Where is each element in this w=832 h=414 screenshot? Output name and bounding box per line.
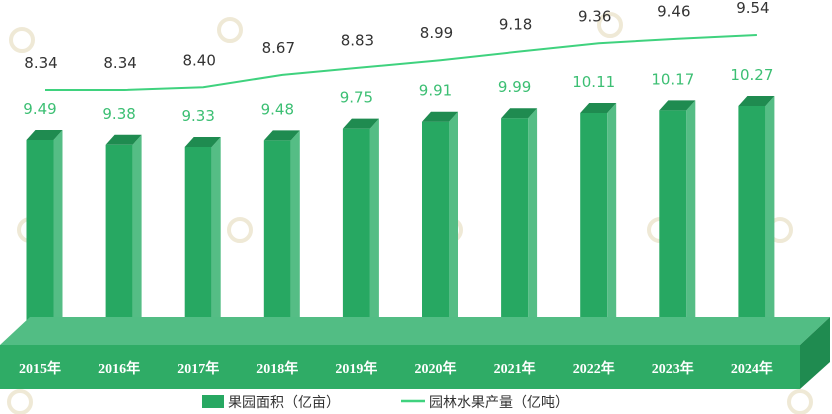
watermark-bee-icon [227, 217, 253, 243]
watermark-bee-icon [9, 27, 35, 53]
bar-top [105, 134, 142, 145]
bar-top [184, 136, 221, 147]
base-top [0, 317, 830, 345]
x-tick-label: 2023年 [652, 360, 694, 377]
watermark-bee-icon [217, 17, 243, 43]
bar-top [263, 130, 300, 141]
bar-side [528, 108, 538, 345]
bar [501, 108, 538, 345]
bar-front [580, 112, 608, 345]
base-front [0, 345, 800, 389]
watermark-bee-icon [787, 389, 813, 414]
bar-side [607, 102, 617, 345]
bar-front [659, 110, 687, 346]
watermark-bee-icon [7, 389, 33, 414]
legend-bar-label: 果园面积（亿亩） [228, 394, 340, 411]
bar [105, 134, 142, 345]
legend-bar-swatch [202, 395, 224, 408]
line-value-label: 8.34 [103, 54, 136, 72]
bar-side [211, 136, 221, 345]
bar-side [765, 95, 775, 345]
bar-value-label: 10.11 [572, 73, 615, 91]
x-tick-label: 2019年 [335, 360, 377, 377]
legend-line-label: 园林水果产量（亿吨） [429, 395, 569, 411]
bar-front [501, 118, 529, 345]
bar-value-label: 9.91 [419, 82, 452, 100]
watermark-bee-icon [597, 12, 623, 38]
line-value-label: 8.83 [341, 32, 374, 50]
line-value-label: 9.18 [499, 16, 532, 34]
bar-top [659, 100, 696, 111]
bar [738, 95, 775, 345]
bar-side [449, 111, 458, 345]
bar-value-label: 9.38 [102, 105, 135, 123]
bar [422, 111, 458, 345]
x-tick-label: 2020年 [415, 360, 457, 377]
bar-value-label: 9.99 [498, 78, 531, 96]
bar [342, 118, 379, 345]
line-series [45, 34, 757, 91]
bar-front [184, 146, 212, 345]
bar [26, 130, 63, 345]
x-tick-label: 2016年 [98, 360, 140, 377]
bar-side [290, 130, 300, 345]
bar-value-label: 9.75 [340, 89, 373, 107]
bar-top [580, 102, 617, 113]
bar [184, 136, 221, 345]
bar-side [53, 130, 63, 345]
bar-value-label: 10.17 [651, 70, 694, 88]
bar-front [105, 144, 133, 345]
bar-top [738, 95, 775, 106]
bar-side [369, 118, 379, 345]
line-value-label: 8.99 [420, 24, 453, 42]
bar-value-label: 9.33 [181, 107, 214, 125]
bar-top [422, 111, 458, 122]
bar [659, 100, 696, 346]
bar-top [342, 118, 379, 129]
line-value-label: 9.36 [578, 7, 611, 25]
line-value-label: 9.54 [736, 0, 769, 17]
bar-side [132, 134, 142, 345]
line-value-label: 9.46 [657, 3, 690, 21]
line-value-label: 8.34 [24, 54, 57, 72]
bar-value-label: 9.48 [261, 100, 294, 118]
bar-side [686, 100, 696, 346]
bar-front [342, 128, 370, 345]
x-tick-label: 2018年 [256, 360, 298, 377]
x-tick-label: 2024年 [731, 360, 773, 377]
x-tick-label: 2015年 [19, 360, 61, 377]
bar-top [501, 108, 538, 119]
line-value-label: 8.40 [182, 51, 215, 69]
x-tick-label: 2022年 [573, 360, 615, 377]
bar-front [422, 121, 449, 345]
bar [263, 130, 300, 345]
bar-value-label: 10.27 [730, 66, 773, 84]
bar-top [26, 130, 63, 140]
bar [580, 102, 617, 345]
x-tick-label: 2017年 [177, 360, 219, 377]
base-side [800, 317, 830, 389]
bar-front [26, 140, 54, 345]
bar-value-label: 9.49 [23, 100, 56, 118]
bar-front [738, 105, 766, 345]
x-tick-label: 2021年 [494, 360, 536, 377]
bar-front [263, 140, 291, 345]
line-value-label: 8.67 [262, 39, 295, 57]
